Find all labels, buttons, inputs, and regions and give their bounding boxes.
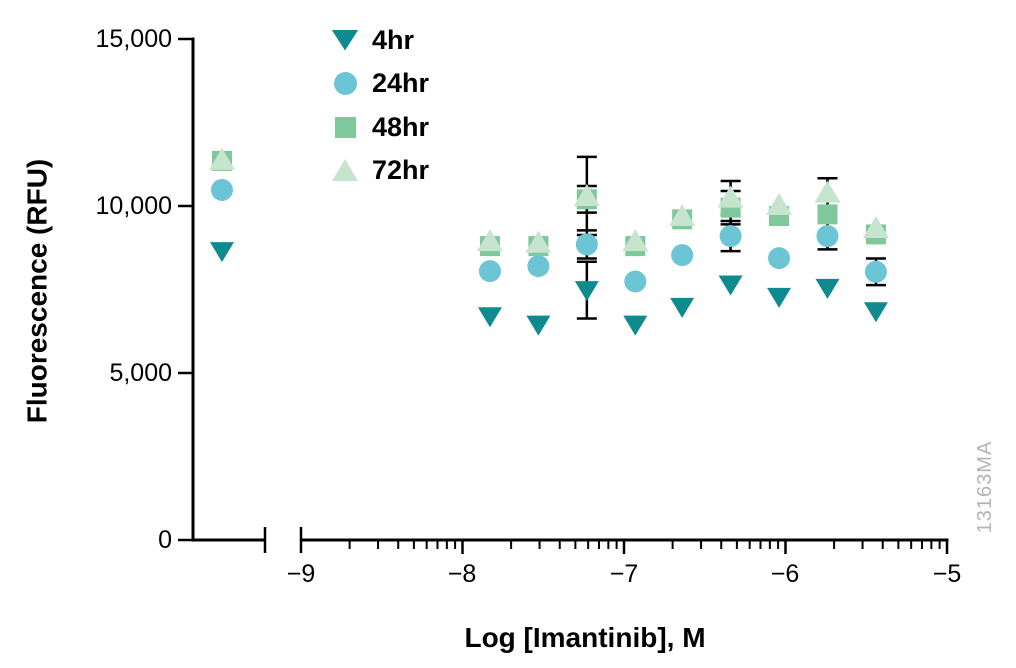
watermark-code: 13163MA: [974, 440, 996, 534]
x-tick-label-neg7: −7: [609, 560, 639, 588]
circle-marker-icon: [333, 71, 357, 95]
triangle-down-marker-icon: [331, 29, 359, 51]
square-marker-icon: [334, 116, 356, 138]
legend-item-4hr: 4hr: [330, 26, 414, 54]
y-axis-title: Fluorescence (RFU): [21, 158, 53, 424]
legend-item-48hr: 48hr: [330, 113, 429, 141]
y-tick-label-15000: 15,000: [95, 25, 172, 53]
x-tick-label-neg5: −5: [932, 560, 962, 588]
legend-label-24hr: 24hr: [372, 68, 430, 98]
legend-label-4hr: 4hr: [372, 25, 415, 55]
legend-item-24hr: 24hr: [330, 69, 429, 97]
legend-label-48hr: 48hr: [372, 112, 430, 142]
x-tick-label-neg8: −8: [447, 560, 477, 588]
x-axis-title: Log [Imantinib], M: [464, 622, 706, 653]
y-tick-label-5000: 5,000: [109, 359, 172, 387]
legend-label-72hr: 72hr: [372, 155, 430, 185]
y-tick-label-10000: 10,000: [95, 192, 172, 220]
x-tick-label-neg9: −9: [286, 560, 316, 588]
y-tick-label-0: 0: [158, 526, 172, 554]
triangle-up-marker-icon: [332, 159, 358, 181]
x-tick-label-neg6: −6: [770, 560, 800, 588]
legend-item-72hr: 72hr: [330, 156, 429, 184]
